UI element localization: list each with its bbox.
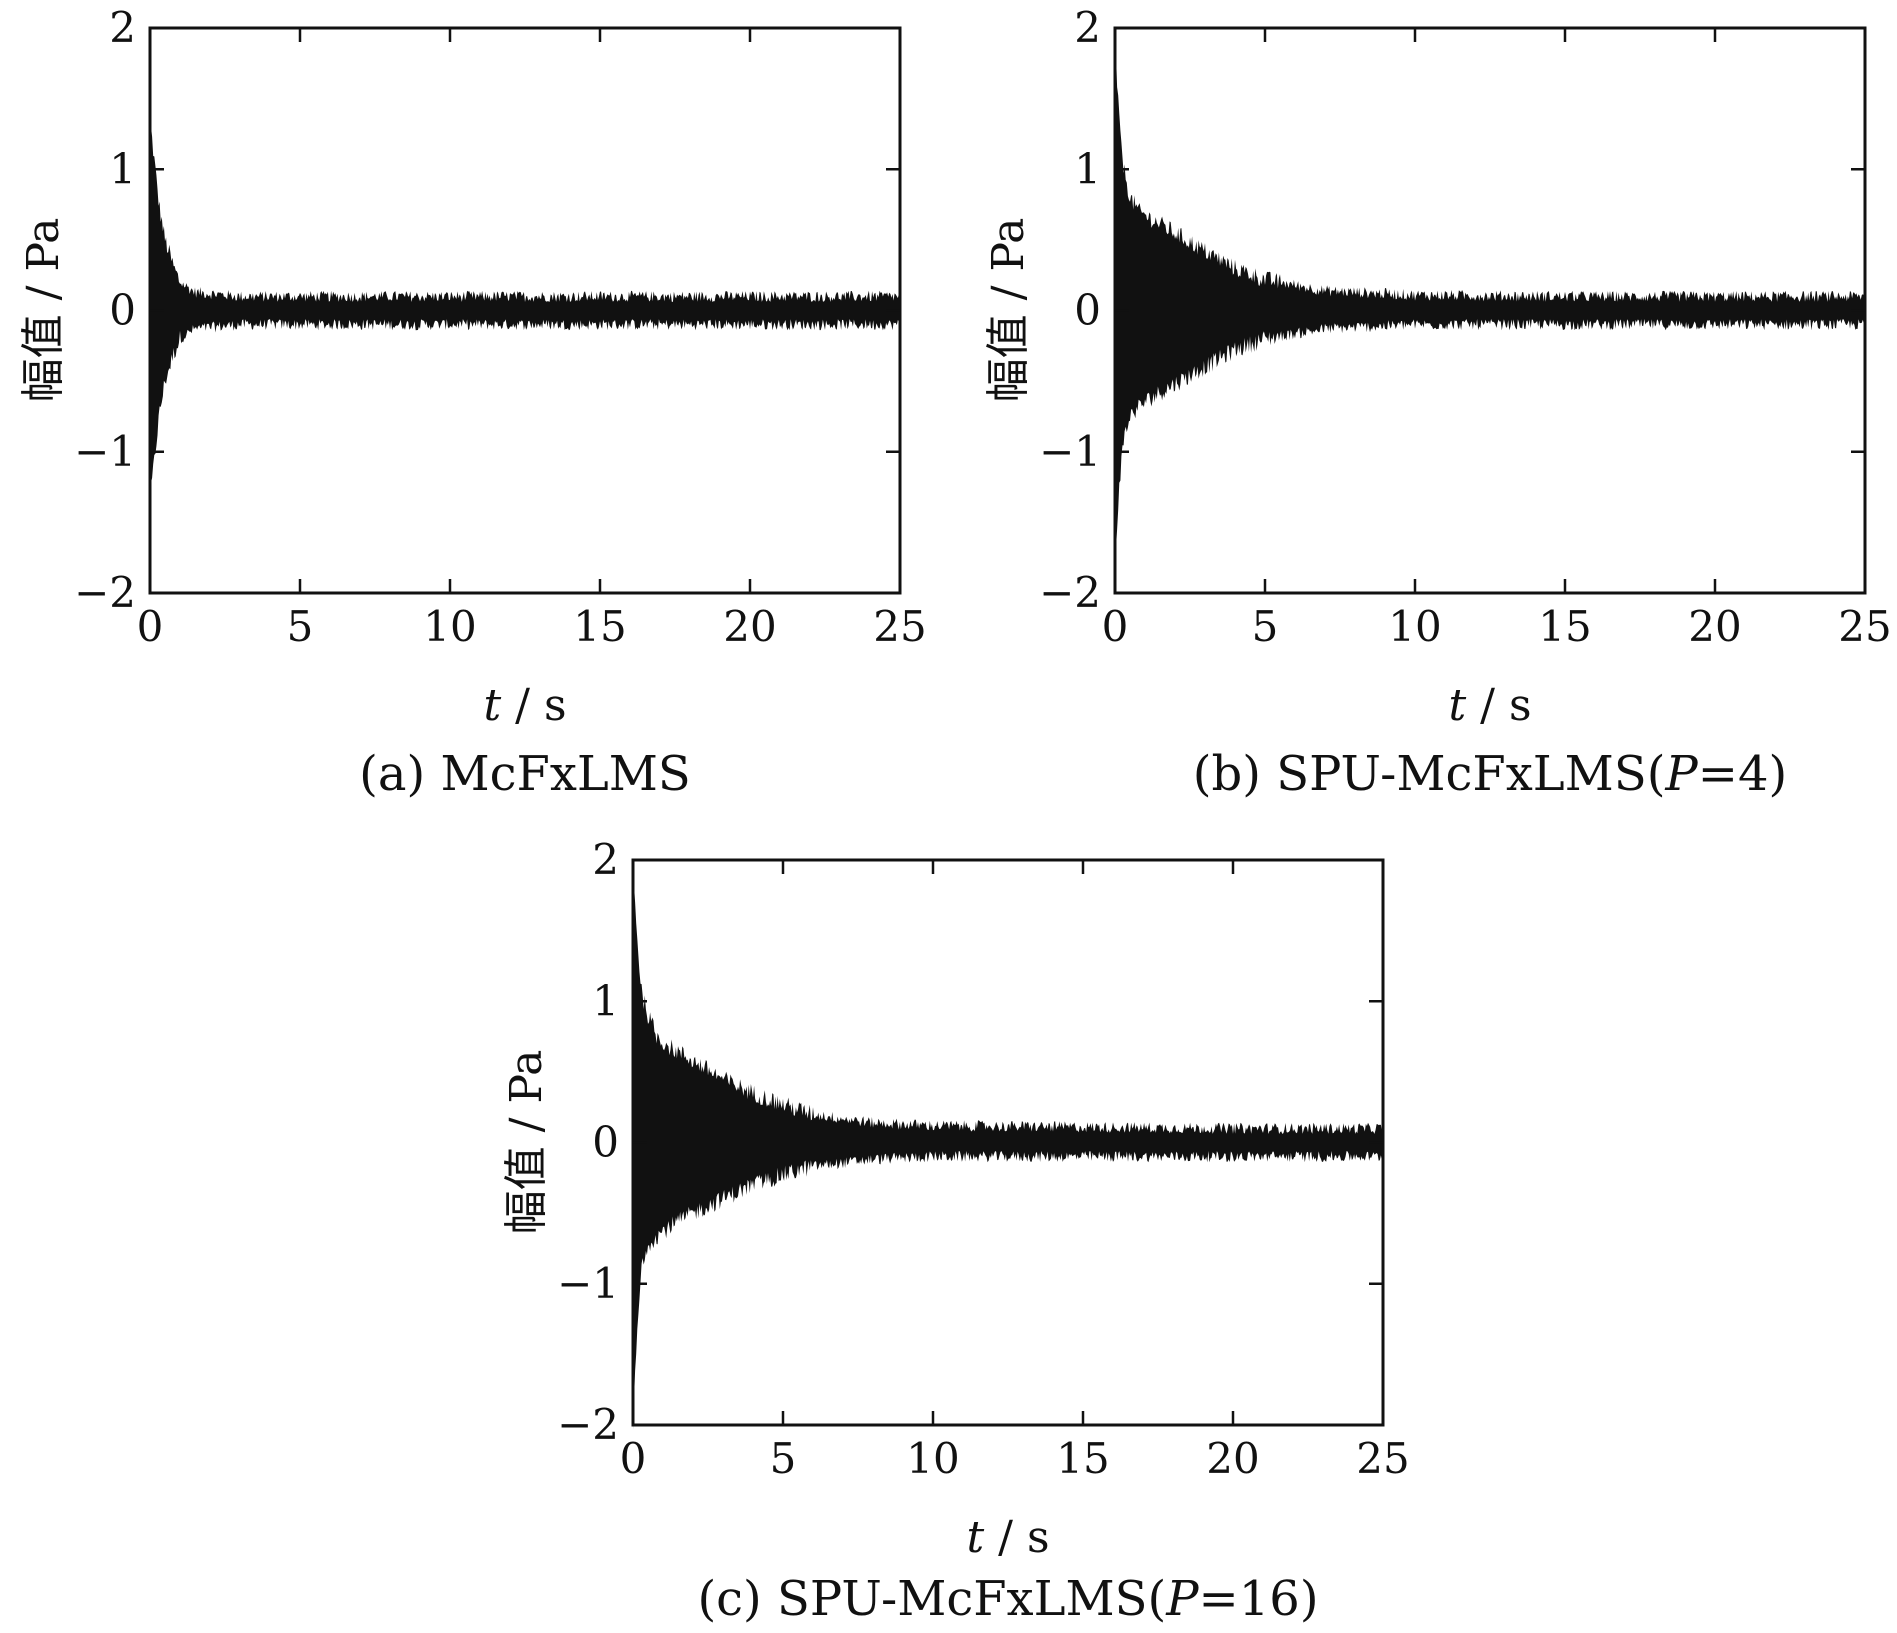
y-tick-label: −1 — [74, 427, 136, 476]
x-tick-label: 5 — [287, 602, 314, 651]
x-ticks-c: 0 5 10 15 20 25 — [620, 860, 1410, 1483]
y-axis-label-a: 幅值 / Pa — [18, 218, 69, 403]
x-tick-label: 10 — [423, 602, 476, 651]
y-tick-label: 0 — [109, 286, 136, 335]
signal-envelope-c — [633, 858, 1383, 1430]
x-tick-label: 25 — [1838, 602, 1891, 651]
x-ticks-b: 0 5 10 15 20 25 — [1102, 28, 1892, 651]
y-axis-label-c: 幅值 / Pa — [501, 1050, 552, 1235]
x-tick-label: 20 — [1688, 602, 1741, 651]
y-ticks-c: 2 1 0 −1 −2 — [557, 835, 1383, 1449]
y-tick-label: 1 — [592, 976, 619, 1025]
x-tick-label: 25 — [873, 602, 926, 651]
x-tick-label: 15 — [573, 602, 626, 651]
x-ticks-a: 0 5 10 15 20 25 — [137, 28, 927, 651]
x-tick-label: 25 — [1356, 1434, 1409, 1483]
x-tick-label: 5 — [1252, 602, 1279, 651]
x-axis-label-a: t / s — [483, 680, 566, 731]
signal-envelope-a — [150, 117, 900, 505]
y-tick-label: 2 — [1074, 3, 1101, 52]
x-axis-label-b: t / s — [1448, 680, 1531, 731]
caption-b: (b) SPU-McFxLMS(P=4) — [1193, 746, 1787, 802]
y-tick-label: 0 — [1074, 286, 1101, 335]
caption-a: (a) McFxLMS — [359, 746, 691, 802]
y-ticks-a: 2 1 0 −1 −2 — [74, 3, 900, 617]
chart-panel-c: 0 5 10 15 20 25 210−1−2 幅值 / Pa t / s (c) SPU… — [501, 835, 1410, 1627]
y-tick-label: 2 — [592, 835, 619, 884]
x-tick-label: 15 — [1056, 1434, 1109, 1483]
chart-panel-b: 0 5 10 15 20 25 210−1−2 幅值 / Pa t / s (b) SPU… — [983, 3, 1892, 802]
plot-area-b: 0 5 10 15 20 25 210−1−2 — [1039, 3, 1892, 651]
y-tick-label: 2 — [109, 3, 136, 52]
x-tick-label: 0 — [137, 602, 164, 651]
y-tick-label: −2 — [557, 1400, 619, 1449]
caption-c: (c) SPU-McFxLMS(P=16) — [697, 1571, 1318, 1627]
y-tick-label: 0 — [592, 1118, 619, 1167]
y-tick-label: 1 — [1074, 144, 1101, 193]
y-tick-label: −2 — [74, 568, 136, 617]
x-tick-label: 15 — [1538, 602, 1591, 651]
x-tick-label: 10 — [906, 1434, 959, 1483]
x-tick-label: 20 — [1206, 1434, 1259, 1483]
y-tick-label: −2 — [1039, 568, 1101, 617]
x-tick-label: 20 — [723, 602, 776, 651]
y-ticks-b: 2 1 0 −1 −2 — [1039, 3, 1865, 617]
plot-area-c: 0 5 10 15 20 25 210−1−2 — [557, 835, 1410, 1483]
x-tick-label: 0 — [620, 1434, 647, 1483]
y-axis-label-b: 幅值 / Pa — [983, 218, 1034, 403]
chart-panel-a: 0 5 10 15 20 25 210−1−2 幅值 / Pa t / s (a) McF… — [18, 3, 927, 802]
x-tick-label: 0 — [1102, 602, 1129, 651]
y-tick-label: 1 — [109, 144, 136, 193]
y-tick-label: −1 — [557, 1259, 619, 1308]
x-tick-label: 5 — [770, 1434, 797, 1483]
x-axis-label-c: t / s — [966, 1512, 1049, 1563]
signal-envelope-b — [1115, 36, 1865, 561]
y-tick-label: −1 — [1039, 427, 1101, 476]
x-tick-label: 10 — [1388, 602, 1441, 651]
plot-area-a: 0 5 10 15 20 25 210−1−2 — [74, 3, 927, 651]
